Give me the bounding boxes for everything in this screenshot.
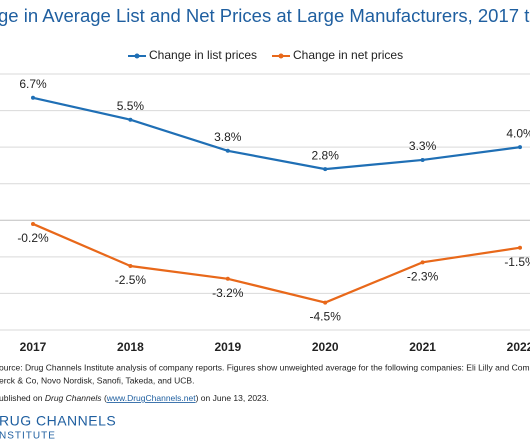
legend-label: Change in net prices xyxy=(293,48,403,62)
published-text: ublished on xyxy=(0,393,43,403)
plot-area: 2017 2018 2019 2020 2021 2022 Change in list p… xyxy=(0,48,530,354)
data-label: -1.5% xyxy=(504,255,530,269)
data-label: -2.5% xyxy=(115,273,147,287)
legend-marker xyxy=(134,53,140,59)
data-label: -4.5% xyxy=(310,310,342,324)
data-label: 4.0% xyxy=(506,126,530,140)
logo-text: RUG CHANNELS xyxy=(0,413,116,429)
footer: ource: Drug Channels Institute analysis … xyxy=(0,362,530,441)
chart-title: ge in Average List and Net Prices at Lar… xyxy=(0,5,530,26)
data-point xyxy=(225,148,230,153)
legend-marker xyxy=(278,53,284,59)
series-line xyxy=(32,96,521,171)
data-label: 3.8% xyxy=(214,130,242,144)
logo-text: NSTITUTE xyxy=(0,431,56,442)
data-label: 2.8% xyxy=(312,148,340,162)
data-point xyxy=(128,117,133,122)
data-label: 6.7% xyxy=(19,77,47,91)
legend-item: Change in list prices xyxy=(128,48,257,62)
legend-label: Change in list prices xyxy=(149,48,257,62)
publication: Drug Channels xyxy=(45,393,102,403)
x-tick-label: 2020 xyxy=(312,340,339,354)
data-label: -3.2% xyxy=(212,286,244,300)
data-point xyxy=(518,245,522,250)
data-label: 5.5% xyxy=(117,99,145,113)
x-tick-label: 2019 xyxy=(214,340,241,354)
data-point xyxy=(225,276,230,281)
data-point xyxy=(323,300,328,305)
x-tick-label: 2022 xyxy=(507,340,530,354)
link[interactable]: www.DrugChannels.net xyxy=(106,393,196,403)
data-point xyxy=(31,221,35,226)
data-point xyxy=(323,167,328,172)
source-note: erck & Co, Novo Nordisk, Sanofi, Takeda,… xyxy=(0,375,194,385)
data-label: -0.2% xyxy=(17,231,49,245)
data-label: -2.3% xyxy=(407,270,439,284)
x-tick-label: 2017 xyxy=(20,340,47,354)
published-note: ublished on Drug Channels (www.DrugChann… xyxy=(0,393,269,403)
published-text: ) on June 13, 2023. xyxy=(196,393,269,403)
data-point xyxy=(128,264,133,268)
x-tick-label: 2021 xyxy=(409,340,436,354)
data-point xyxy=(31,95,35,100)
legend-item: Change in net prices xyxy=(272,48,403,62)
data-point xyxy=(518,145,522,150)
data-label: 3.3% xyxy=(409,139,437,153)
x-tick-label: 2018 xyxy=(117,340,144,354)
series-line xyxy=(32,222,521,304)
data-point xyxy=(420,157,425,162)
published-text: ( xyxy=(104,393,107,403)
source-note: ource: Drug Channels Institute analysis … xyxy=(0,362,530,372)
data-point xyxy=(420,260,425,265)
